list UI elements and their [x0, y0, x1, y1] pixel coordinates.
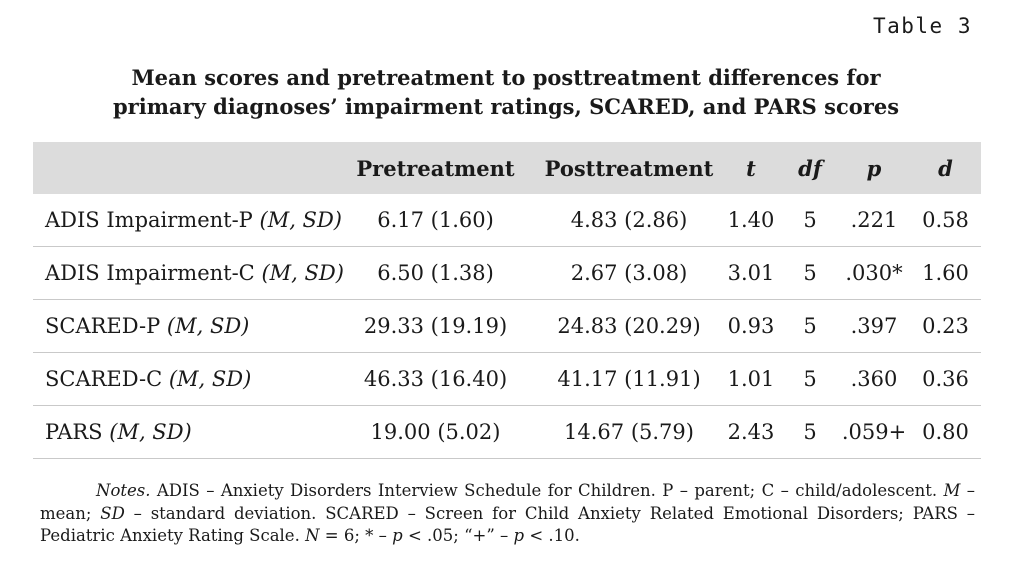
notes-paragraph: Notes. ADIS – Anxiety Disorders Intervie…	[40, 481, 975, 545]
cell-df: 5	[782, 405, 838, 459]
table-title-line-1: Mean scores and pretreatment to posttrea…	[131, 65, 881, 90]
table-row: ADIS Impairment-P (M, SD) 6.17 (1.60) 4.…	[33, 194, 981, 247]
header-posttreatment: Posttreatment	[544, 155, 714, 181]
notes-label: Notes.	[96, 481, 151, 500]
cell-t: 1.01	[720, 352, 782, 406]
cell-d: 0.36	[910, 352, 981, 406]
cell-pretreatment: 6.50 (1.38)	[333, 246, 538, 300]
cell-t: 0.93	[720, 299, 782, 353]
table-title-line-2: primary diagnoses’ impairment ratings, S…	[112, 94, 900, 119]
cell-pretreatment: 19.00 (5.02)	[333, 405, 538, 459]
cell-posttreatment: 14.67 (5.79)	[538, 405, 720, 459]
row-label: SCARED-C (M, SD)	[33, 352, 333, 406]
table-notes: Notes. ADIS – Anxiety Disorders Intervie…	[40, 480, 975, 548]
cell-df: 5	[782, 299, 838, 353]
cell-d: 0.80	[910, 405, 981, 459]
cell-p: .221	[838, 194, 910, 247]
cell-t: 2.43	[720, 405, 782, 459]
row-label: SCARED-P (M, SD)	[33, 299, 333, 353]
row-label: ADIS Impairment-P (M, SD)	[33, 194, 342, 247]
cell-df: 5	[782, 194, 838, 247]
cell-posttreatment: 24.83 (20.29)	[538, 299, 720, 353]
cell-d: 1.60	[910, 246, 981, 300]
cell-pretreatment: 6.17 (1.60)	[333, 194, 538, 247]
cell-t: 3.01	[720, 246, 782, 300]
cell-posttreatment: 2.67 (3.08)	[538, 246, 720, 300]
table-title: Mean scores and pretreatment to posttrea…	[0, 63, 1012, 121]
cell-pretreatment: 46.33 (16.40)	[333, 352, 538, 406]
table-row: SCARED-P (M, SD) 29.33 (19.19) 24.83 (20…	[33, 299, 981, 353]
cell-p: .397	[838, 299, 910, 353]
table-number-label: Table 3	[872, 14, 972, 38]
cell-df: 5	[782, 246, 838, 300]
cell-df: 5	[782, 352, 838, 406]
cell-p: .059+	[838, 405, 910, 459]
header-t: t	[746, 155, 756, 181]
cell-pretreatment: 29.33 (19.19)	[333, 299, 538, 353]
table-header-row: Pretreatment Posttreatment t df p d	[33, 142, 981, 194]
cell-p: .360	[838, 352, 910, 406]
table-row: ADIS Impairment-C (M, SD) 6.50 (1.38) 2.…	[33, 246, 981, 300]
results-table: Pretreatment Posttreatment t df p d ADIS…	[33, 142, 981, 459]
header-pretreatment: Pretreatment	[356, 155, 515, 181]
cell-p: .030*	[838, 246, 910, 300]
header-df: df	[798, 155, 822, 181]
cell-t: 1.40	[720, 194, 782, 247]
table-row: PARS (M, SD) 19.00 (5.02) 14.67 (5.79) 2…	[33, 405, 981, 459]
row-label: ADIS Impairment-C (M, SD)	[33, 246, 344, 300]
row-label: PARS (M, SD)	[33, 405, 333, 459]
cell-posttreatment: 4.83 (2.86)	[538, 194, 720, 247]
cell-d: 0.58	[910, 194, 981, 247]
header-d: d	[938, 155, 953, 181]
table-row: SCARED-C (M, SD) 46.33 (16.40) 41.17 (11…	[33, 352, 981, 406]
cell-posttreatment: 41.17 (11.91)	[538, 352, 720, 406]
header-label	[33, 142, 333, 194]
cell-d: 0.23	[910, 299, 981, 353]
header-p: p	[866, 155, 882, 181]
